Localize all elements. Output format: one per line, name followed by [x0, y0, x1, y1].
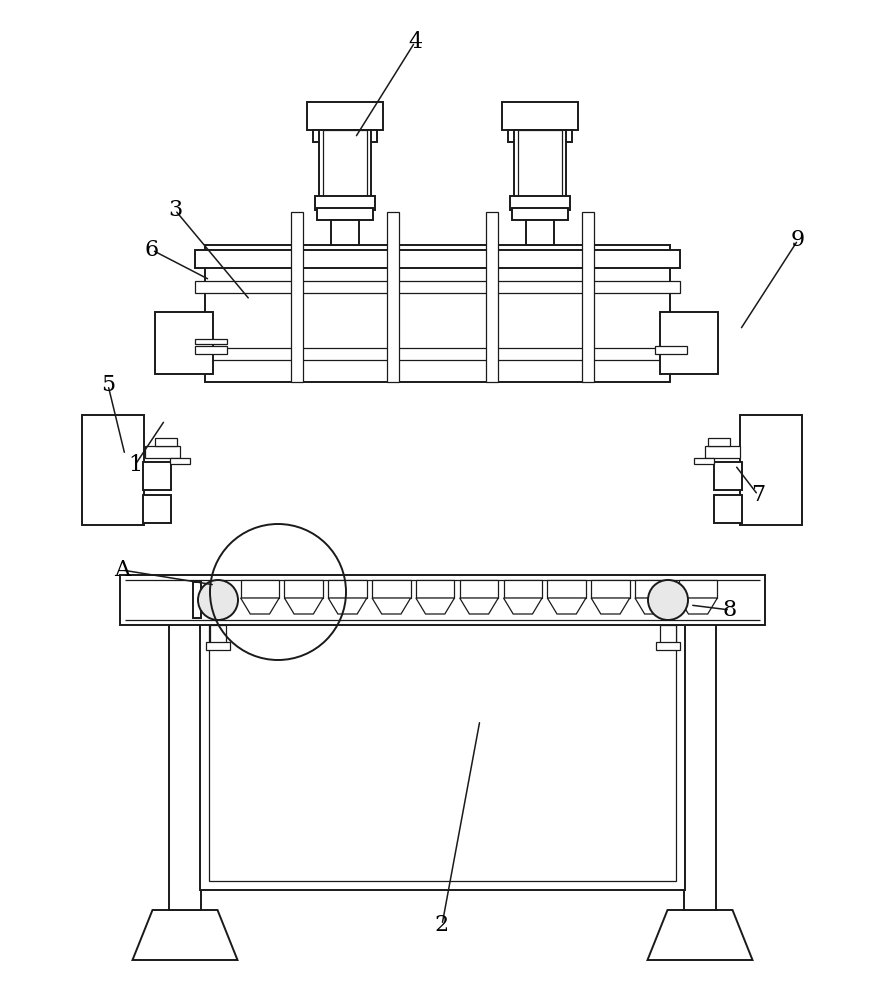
Bar — [512, 208, 568, 220]
Bar — [684, 610, 716, 910]
Polygon shape — [679, 598, 718, 614]
Text: 5: 5 — [101, 374, 115, 396]
Bar — [315, 196, 375, 210]
Bar — [416, 580, 455, 598]
Polygon shape — [241, 598, 279, 614]
Bar — [205, 245, 670, 382]
Text: 8: 8 — [723, 599, 737, 621]
Bar — [319, 130, 371, 200]
Bar — [331, 220, 359, 245]
Bar — [155, 312, 213, 374]
Bar — [317, 208, 373, 220]
Bar — [155, 438, 177, 446]
Text: 7: 7 — [751, 484, 765, 506]
Bar — [660, 312, 718, 374]
Text: 6: 6 — [145, 239, 159, 261]
Bar — [459, 580, 498, 598]
Bar — [508, 130, 572, 142]
Polygon shape — [504, 598, 543, 614]
Bar — [195, 348, 680, 360]
Bar — [372, 580, 411, 598]
Bar — [143, 462, 171, 490]
Text: 1: 1 — [128, 454, 142, 476]
Text: 4: 4 — [408, 31, 422, 53]
Bar — [291, 212, 303, 382]
Bar — [705, 446, 740, 458]
Circle shape — [198, 580, 238, 620]
Bar — [145, 446, 180, 458]
Polygon shape — [547, 598, 586, 614]
Bar — [209, 619, 676, 881]
Bar — [120, 575, 765, 625]
Bar — [195, 281, 680, 293]
Bar — [656, 642, 680, 650]
Bar — [582, 212, 594, 382]
Bar — [591, 580, 630, 598]
Polygon shape — [648, 910, 752, 960]
Bar — [502, 102, 578, 130]
Bar — [708, 438, 730, 446]
Bar — [547, 580, 586, 598]
Bar — [195, 250, 680, 268]
Bar — [210, 625, 226, 643]
Bar — [387, 212, 399, 382]
Bar — [714, 462, 742, 490]
Bar — [313, 130, 377, 142]
Bar — [307, 102, 383, 130]
Bar — [82, 415, 144, 525]
Bar — [526, 220, 554, 245]
Bar — [655, 346, 687, 354]
Bar — [195, 339, 227, 344]
Bar — [200, 610, 685, 890]
Polygon shape — [591, 598, 630, 614]
Bar — [518, 130, 562, 196]
Bar — [193, 582, 201, 618]
Bar — [195, 346, 227, 354]
Bar — [328, 580, 366, 598]
Bar — [323, 130, 367, 196]
Bar — [169, 610, 201, 910]
Bar — [660, 625, 676, 643]
Text: 3: 3 — [168, 199, 182, 221]
Polygon shape — [416, 598, 455, 614]
Bar — [206, 642, 230, 650]
Bar — [514, 130, 566, 200]
Bar — [740, 415, 802, 525]
Bar — [694, 458, 714, 464]
Polygon shape — [459, 598, 498, 614]
Bar — [143, 495, 171, 523]
Bar — [714, 495, 742, 523]
Polygon shape — [635, 598, 673, 614]
Bar — [284, 580, 323, 598]
Polygon shape — [284, 598, 323, 614]
Circle shape — [648, 580, 688, 620]
Text: 9: 9 — [791, 229, 805, 251]
Polygon shape — [133, 910, 237, 960]
Text: A: A — [114, 559, 130, 581]
Polygon shape — [372, 598, 411, 614]
Bar — [241, 580, 279, 598]
Polygon shape — [328, 598, 366, 614]
Text: 2: 2 — [435, 914, 449, 936]
Bar — [170, 458, 190, 464]
Bar — [679, 580, 718, 598]
Bar — [635, 580, 673, 598]
Bar — [510, 196, 570, 210]
Bar — [504, 580, 543, 598]
Bar — [486, 212, 498, 382]
